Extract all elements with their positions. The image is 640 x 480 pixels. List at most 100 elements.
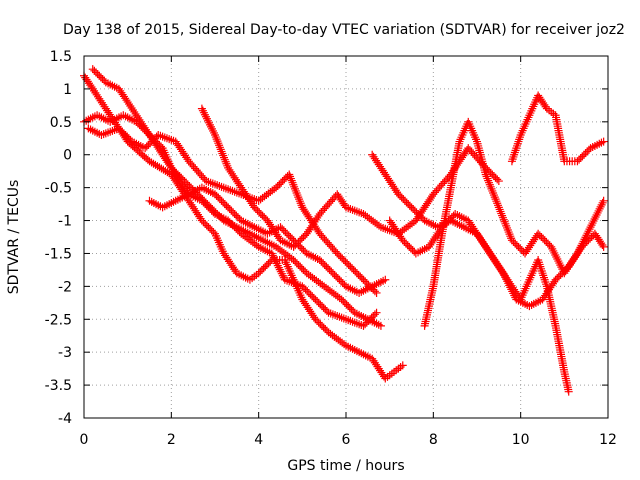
data-point-fill bbox=[205, 120, 214, 129]
data-point-fill bbox=[319, 303, 328, 312]
data-point-fill bbox=[256, 267, 265, 276]
data-point-fill bbox=[289, 180, 298, 189]
data-point-fill bbox=[278, 177, 287, 186]
data-point-fill bbox=[588, 219, 597, 228]
data-point-fill bbox=[203, 116, 212, 125]
data-point-fill bbox=[406, 244, 415, 253]
data-point-fill bbox=[258, 211, 267, 220]
data-point-fill bbox=[361, 277, 370, 286]
data-point-fill bbox=[296, 199, 305, 208]
data-point-fill bbox=[280, 175, 289, 184]
data-point-fill bbox=[399, 195, 408, 204]
data-point-fill bbox=[219, 151, 228, 160]
data-point-fill bbox=[277, 269, 286, 278]
data-point bbox=[359, 321, 368, 330]
x-tick-label: 10 bbox=[512, 432, 530, 448]
data-point-fill bbox=[338, 279, 347, 288]
data-point-fill bbox=[400, 196, 409, 205]
data-point-fill bbox=[320, 260, 329, 269]
data-point bbox=[211, 130, 219, 139]
x-tick-label: 4 bbox=[254, 432, 263, 448]
data-point-fill bbox=[118, 127, 127, 136]
data-point-fill bbox=[273, 181, 282, 190]
series-9 bbox=[420, 117, 608, 330]
data-point-fill bbox=[580, 235, 589, 244]
data-point bbox=[381, 275, 390, 284]
data-point-fill bbox=[137, 122, 146, 131]
data-point-fill bbox=[204, 223, 213, 232]
data-point-fill bbox=[216, 145, 225, 154]
data-point bbox=[573, 249, 582, 258]
series-4 bbox=[84, 124, 381, 297]
data-point-fill bbox=[299, 284, 308, 293]
data-point bbox=[599, 137, 608, 146]
data-point-fill bbox=[297, 234, 306, 243]
data-point-fill bbox=[397, 193, 406, 202]
data-point bbox=[481, 170, 490, 179]
data-point-fill bbox=[270, 255, 279, 264]
data-point-fill bbox=[275, 180, 284, 189]
data-point-fill bbox=[417, 213, 426, 222]
data-point-fill bbox=[362, 279, 371, 288]
data-point-fill bbox=[304, 288, 313, 297]
data-point-fill bbox=[134, 119, 143, 128]
data-point bbox=[206, 203, 215, 212]
data-point-fill bbox=[538, 269, 547, 278]
data-point bbox=[494, 177, 503, 186]
data-point-fill bbox=[278, 271, 287, 280]
data-point-fill bbox=[297, 244, 306, 253]
data-point-fill bbox=[541, 102, 550, 111]
data-point-fill bbox=[596, 202, 605, 211]
data-point-fill bbox=[291, 237, 300, 246]
data-point-fill bbox=[582, 231, 591, 240]
data-point bbox=[372, 288, 381, 297]
data-point-fill bbox=[489, 188, 498, 197]
data-point-fill bbox=[501, 219, 510, 228]
data-point-fill bbox=[278, 224, 287, 233]
data-point-fill bbox=[306, 290, 315, 299]
data-point-fill bbox=[595, 204, 604, 213]
data-point-fill bbox=[591, 213, 600, 222]
data-point-fill bbox=[576, 154, 585, 163]
data-point-fill bbox=[284, 231, 293, 240]
data-point-fill bbox=[498, 211, 507, 220]
data-point-fill bbox=[494, 201, 503, 210]
data-point-fill bbox=[340, 340, 349, 349]
data-point-fill bbox=[233, 213, 242, 222]
data-point-fill bbox=[317, 257, 326, 266]
data-point-fill bbox=[517, 246, 526, 255]
y-tick-label: 1.5 bbox=[50, 49, 72, 65]
data-point-fill bbox=[587, 221, 596, 230]
data-point-fill bbox=[222, 159, 231, 168]
data-point-fill bbox=[218, 149, 227, 158]
data-point-fill bbox=[557, 263, 566, 272]
data-point-fill bbox=[313, 316, 322, 325]
data-point-fill bbox=[297, 264, 306, 273]
data-point-fill bbox=[339, 256, 348, 265]
data-point-fill bbox=[574, 247, 583, 256]
data-point bbox=[289, 236, 298, 245]
data-point-fill bbox=[487, 184, 496, 193]
data-point-fill bbox=[540, 236, 549, 245]
data-point-fill bbox=[195, 191, 204, 200]
data-point-fill bbox=[149, 135, 158, 144]
data-point-fill bbox=[260, 213, 269, 222]
data-point-fill bbox=[257, 265, 266, 274]
data-point-fill bbox=[279, 226, 288, 235]
data-point-fill bbox=[504, 228, 513, 237]
data-point-fill bbox=[212, 135, 221, 144]
data-point-fill bbox=[283, 229, 292, 238]
data-point-fill bbox=[555, 259, 564, 268]
data-point-fill bbox=[256, 209, 265, 218]
data-point bbox=[507, 157, 516, 166]
data-point-fill bbox=[598, 198, 607, 207]
data-point-fill bbox=[554, 257, 563, 266]
data-point-fill bbox=[339, 297, 348, 306]
data-point-fill bbox=[332, 272, 341, 281]
data-point-fill bbox=[325, 265, 334, 274]
data-point-fill bbox=[503, 226, 512, 235]
data-point-fill bbox=[168, 165, 177, 174]
data-point-fill bbox=[217, 147, 226, 156]
data-point-fill bbox=[317, 302, 326, 311]
data-point-fill bbox=[357, 274, 366, 283]
